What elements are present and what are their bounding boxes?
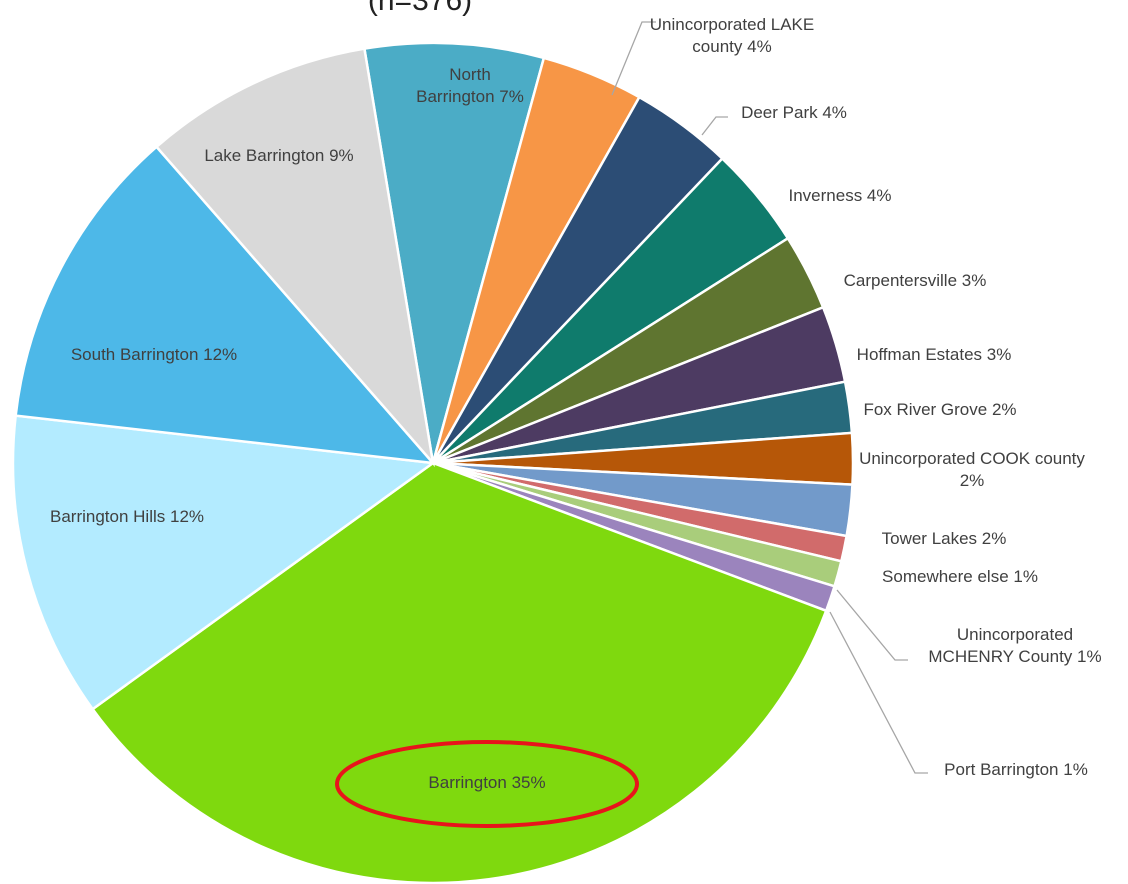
label-value: 9% (329, 146, 354, 165)
leader-line (701, 116, 728, 136)
chart-subtitle: (n=376) (367, 0, 473, 17)
data-label: Somewhere else 1% (882, 566, 1038, 588)
label-value: 7% (499, 87, 524, 106)
data-label: Tower Lakes 2% (882, 528, 1007, 550)
label-name: Lake Barrington (204, 146, 325, 165)
label-name: Somewhere else (882, 567, 1009, 586)
data-label: Deer Park 4% (741, 102, 847, 124)
label-value: 1% (1063, 760, 1088, 779)
data-label: Carpentersville 3% (844, 270, 987, 292)
label-value: 4% (866, 186, 892, 205)
data-label: North Barrington 7% (413, 64, 528, 108)
label-name: Tower Lakes (881, 529, 978, 548)
pie-slice (362, 41, 546, 464)
label-value: 3% (961, 271, 987, 290)
label-name: Barrington Hills (49, 507, 166, 526)
label-value: 3% (986, 345, 1012, 364)
label-value: 1% (1077, 647, 1102, 666)
label-value: 12% (203, 345, 238, 364)
leader-line (836, 589, 908, 661)
data-label: Unincorporated LAKE county 4% (642, 14, 822, 58)
label-name: South Barrington (70, 345, 199, 364)
data-label: South Barrington 12% (71, 344, 237, 366)
label-name: Hoffman Estates (856, 345, 983, 364)
pie-slice (11, 414, 437, 711)
leader-line (611, 21, 656, 96)
label-name: Port Barrington (944, 760, 1059, 779)
data-label: Fox River Grove 2% (863, 399, 1016, 421)
label-value: 2% (991, 400, 1017, 419)
data-label: Hoffman Estates 3% (857, 344, 1012, 366)
data-label: Lake Barrington 9% (204, 145, 353, 167)
label-value: 4% (747, 37, 772, 56)
label-value: 1% (1013, 567, 1038, 586)
label-name: Deer Park (741, 103, 818, 122)
pie-slice (90, 461, 828, 884)
label-value: 35% (511, 773, 546, 792)
label-value: 2% (959, 471, 985, 490)
label-value: 4% (822, 103, 847, 122)
label-name: Unincorporated LAKE county (649, 15, 815, 56)
label-name: North Barrington (416, 65, 495, 106)
label-name: Barrington (428, 773, 507, 792)
label-value: 12% (169, 507, 205, 526)
data-label: Inverness 4% (788, 185, 891, 207)
highlight-ellipse (335, 740, 639, 828)
label-name: Inverness (788, 186, 863, 205)
data-label: Port Barrington 1% (944, 759, 1088, 781)
slices (11, 41, 855, 884)
label-value: 2% (981, 529, 1007, 548)
pie-slice (154, 47, 435, 468)
label-name: Carpentersville (843, 271, 958, 290)
leader-lines (611, 21, 928, 774)
label-name: Unincorporated COOK county (859, 449, 1085, 468)
data-label: Barrington 35% (428, 772, 545, 794)
data-label: Barrington Hills 12% (50, 506, 204, 528)
data-label: Unincorporated MCHENRY County 1% (918, 624, 1113, 668)
pie-slice (14, 145, 437, 465)
label-name: Unincorporated MCHENRY County (928, 625, 1074, 666)
label-name: Fox River Grove (863, 400, 988, 419)
leader-line (829, 611, 928, 774)
data-label: Unincorporated COOK county 2% (855, 448, 1090, 492)
